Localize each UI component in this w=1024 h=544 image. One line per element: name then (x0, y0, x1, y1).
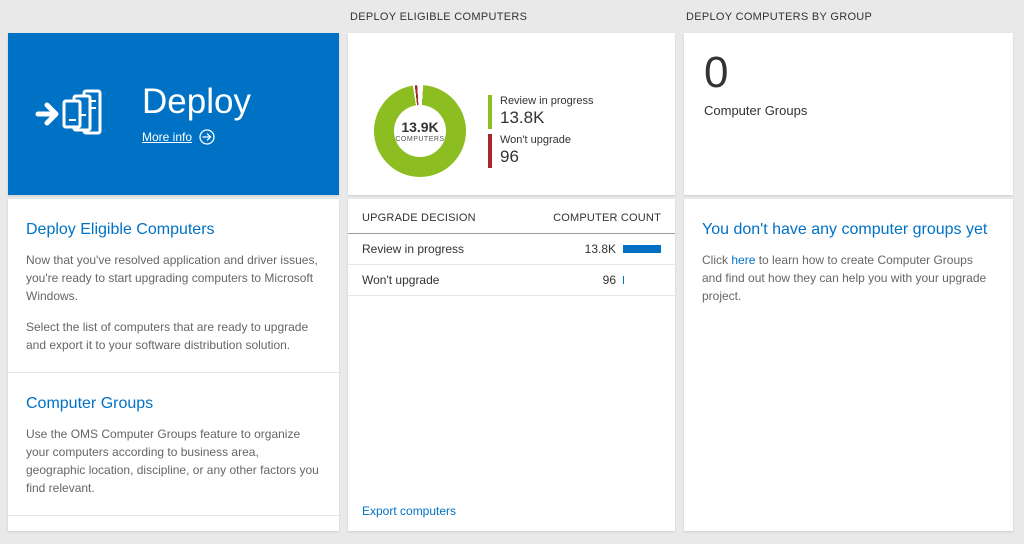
here-link[interactable]: here (731, 253, 756, 267)
empty-state-text: Click here to learn how to create Comput… (702, 251, 995, 305)
legend-swatch-green (488, 95, 492, 129)
no-groups-card: You don't have any computer groups yet C… (684, 199, 1013, 531)
right-column-header: DEPLOY COMPUTERS BY GROUP (686, 10, 873, 23)
column-deploy-eligible-computers: DEPLOY ELIGIBLE COMPUTERS 13.9K COMPUTER… (348, 0, 675, 531)
legend-label-wont-upgrade: Won't upgrade (500, 134, 572, 146)
empty-state-section: You don't have any computer groups yet C… (684, 199, 1013, 331)
legend-value-wont-upgrade: 96 (500, 147, 519, 167)
row-value-wont-upgrade: 96 (602, 273, 616, 287)
count-bar (623, 245, 661, 253)
legend-text: Review in progress 13.8K (500, 95, 594, 129)
deploy-tile-text: Deploy More info (142, 81, 251, 146)
computer-groups-count: 0 (704, 48, 729, 97)
legend-text: Won't upgrade 96 (500, 134, 571, 168)
row-bar-container (623, 276, 661, 284)
section-deploy-eligible: Deploy Eligible Computers Now that you'v… (8, 199, 339, 373)
dashboard: Deploy More info Deploy Eligible Compute… (8, 0, 1013, 531)
eligible-computers-chart-card: 13.9K COMPUTERS Review in progress 13.8K… (348, 33, 675, 195)
column-header-upgrade-decision: UPGRADE DECISION (362, 212, 476, 224)
computers-donut-chart[interactable]: 13.9K COMPUTERS (374, 85, 466, 177)
middle-column-header: DEPLOY ELIGIBLE COMPUTERS (350, 10, 528, 23)
legend-label-review: Review in progress (500, 95, 594, 107)
deploy-eligible-paragraph-1: Now that you've resolved application and… (26, 253, 318, 303)
donut-total-value: 13.9K (401, 119, 439, 135)
row-label-wont-upgrade: Won't upgrade (362, 273, 440, 287)
legend-item-review-in-progress[interactable]: Review in progress 13.8K (488, 95, 594, 129)
empty-state-heading: You don't have any computer groups yet (702, 221, 988, 238)
section-heading-deploy-eligible: Deploy Eligible Computers (26, 221, 215, 238)
deploy-description-card: Deploy Eligible Computers Now that you'v… (8, 199, 339, 531)
row-value-review-in-progress: 13.8K (584, 242, 616, 256)
section-heading-computer-groups: Computer Groups (26, 395, 154, 412)
upgrade-decision-table-card: UPGRADE DECISION COMPUTER COUNT Review i… (348, 199, 675, 531)
legend-item-wont-upgrade[interactable]: Won't upgrade 96 (488, 134, 594, 168)
row-label-review-in-progress: Review in progress (362, 242, 465, 256)
donut-center: 13.9K COMPUTERS (374, 85, 466, 177)
deploy-eligible-paragraph-2: Select the list of computers that are re… (26, 320, 309, 352)
text-after-link: to learn how to create Computer Groups a… (702, 253, 987, 303)
column-header-computer-count: COMPUTER COUNT (553, 212, 661, 224)
more-info-link[interactable]: More info (142, 129, 251, 145)
table-header-row: UPGRADE DECISION COMPUTER COUNT (348, 199, 675, 234)
column-deploy-overview: Deploy More info Deploy Eligible Compute… (8, 0, 339, 531)
table-row[interactable]: Review in progress 13.8K (348, 234, 675, 265)
computer-groups-count-label: Computer Groups (704, 103, 808, 118)
arrow-circle-icon (199, 129, 215, 145)
text-before-link: Click (702, 253, 732, 267)
computer-groups-paragraph: Use the OMS Computer Groups feature to o… (26, 427, 319, 495)
export-computers-link[interactable]: Export computers (362, 504, 457, 518)
table-row[interactable]: Won't upgrade 96 (348, 265, 675, 296)
computer-groups-count-card[interactable]: 0 Computer Groups (684, 33, 1013, 195)
more-info-label: More info (142, 130, 193, 145)
donut-legend: Review in progress 13.8K Won't upgrade 9… (488, 95, 594, 168)
deploy-tile-title: Deploy (142, 81, 251, 121)
legend-value-review: 13.8K (500, 108, 545, 128)
count-bar (623, 276, 625, 284)
column-deploy-by-group: DEPLOY COMPUTERS BY GROUP 0 Computer Gro… (684, 0, 1013, 531)
left-column-header-spacer (8, 0, 339, 33)
donut-total-label: COMPUTERS (395, 136, 445, 143)
deploy-tile[interactable]: Deploy More info (8, 33, 339, 195)
section-computer-groups: Computer Groups Use the OMS Computer Gro… (8, 373, 339, 516)
deploy-icon (35, 89, 102, 135)
row-bar-container (623, 245, 661, 253)
legend-swatch-red (488, 134, 492, 168)
